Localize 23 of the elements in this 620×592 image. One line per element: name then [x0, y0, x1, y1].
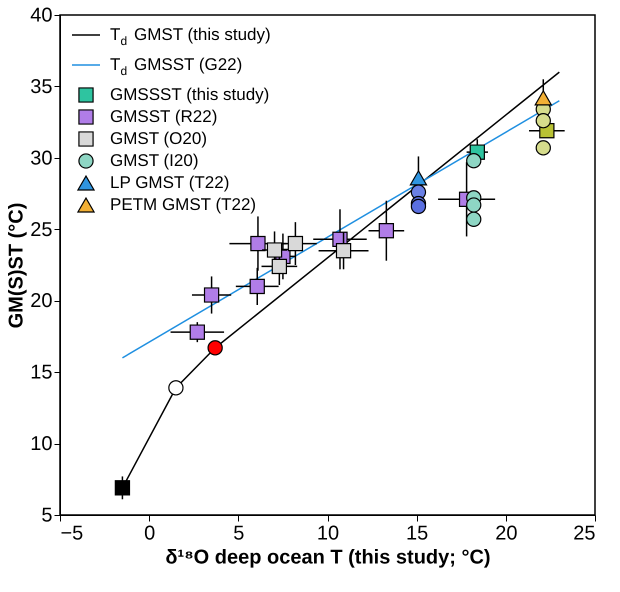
x-tick-label: 25 [573, 522, 596, 544]
legend-label: GMST (I20) [110, 151, 198, 170]
legend-label: PETM GMST (T22) [110, 195, 256, 214]
x-axis-title: δ¹⁸O deep ocean T (this study; °C) [165, 546, 491, 568]
x-tick-label: 15 [406, 522, 428, 544]
y-tick-label: 20 [30, 290, 52, 312]
y-tick-label: 40 [30, 4, 52, 26]
legend-label: LP GMST (T22) [110, 173, 230, 192]
y-tick-label: 10 [30, 433, 52, 456]
x-tick-label: 10 [316, 522, 340, 544]
x-tick-label: 5 [233, 522, 244, 544]
y-tick-label: 30 [30, 147, 52, 170]
y-tick-label: 25 [30, 218, 52, 241]
y-tick-label: 5 [41, 504, 52, 526]
legend-label: GMST (O20) [110, 129, 207, 148]
x-tick-label: 20 [495, 522, 518, 544]
y-tick-label: 35 [30, 76, 52, 98]
y-tick-label: 15 [30, 362, 52, 384]
x-tick-label: 0 [144, 522, 156, 544]
y-axis-title: GM(S)ST (°C) [5, 202, 28, 328]
legend-label: GMSST (R22) [110, 107, 218, 126]
legend-label: GMSSST (this study) [110, 85, 270, 104]
x-tick-label: −5 [60, 522, 84, 544]
